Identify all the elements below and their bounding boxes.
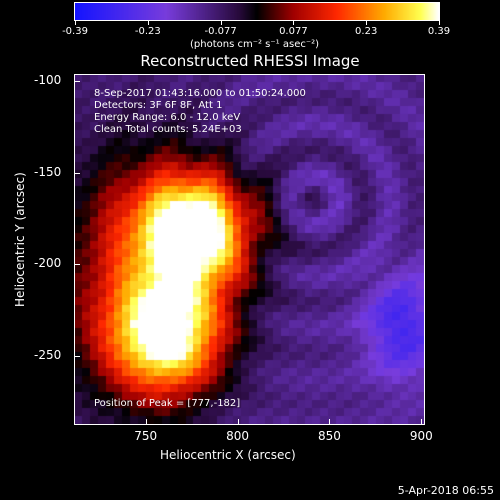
info-time-range: 8-Sep-2017 01:43:16.000 to 01:50:24.000: [94, 88, 306, 99]
colorbar: [74, 2, 440, 21]
info-block: 8-Sep-2017 01:43:16.000 to 01:50:24.000 …: [94, 88, 306, 136]
footer-date: 5-Apr-2018 06:55: [397, 484, 494, 497]
colorbar-tick-mark: [220, 20, 222, 25]
x-tick-mark: [237, 419, 239, 425]
y-tick-mark: [74, 172, 80, 174]
x-tick-label: 750: [134, 429, 158, 443]
colorbar-tick-label: 0.077: [279, 26, 308, 37]
x-tick-mark: [329, 419, 331, 425]
image-plot: [74, 74, 425, 425]
colorbar-tick-label: -0.23: [134, 26, 161, 37]
colorbar-tick-mark: [147, 20, 149, 25]
heatmap-image: [75, 75, 424, 424]
x-axis-title: Heliocentric X (arcsec): [160, 448, 296, 462]
colorbar-tick-mark: [75, 20, 76, 25]
colorbar-tick-mark: [366, 20, 368, 25]
info-counts: Clean Total counts: 5.24E+03: [94, 124, 242, 135]
x-tick-mark: [421, 419, 423, 425]
y-tick-mark: [74, 264, 80, 266]
y-axis-title: Heliocentric Y (arcsec): [13, 172, 27, 307]
colorbar-units: (photons cm⁻² s⁻¹ asec⁻²): [190, 39, 320, 50]
y-tick-label: -100: [34, 73, 62, 88]
y-tick-label: -250: [34, 347, 62, 362]
colorbar-tick-label: 0.39: [427, 26, 451, 37]
colorbar-tick-label: -0.39: [62, 26, 88, 37]
info-energy-range: Energy Range: 6.0 - 12.0 keV: [94, 112, 241, 123]
peak-position: Position of Peak = [777,-182]: [94, 398, 241, 409]
colorbar-tick-label: 0.23: [355, 26, 378, 37]
y-tick-label: -150: [34, 164, 62, 179]
y-tick-mark: [74, 81, 80, 83]
info-detectors: Detectors: 3F 6F 8F, Att 1: [94, 100, 223, 111]
colorbar-tick-mark: [439, 20, 440, 25]
x-tick-label: 800: [226, 429, 249, 443]
y-tick-mark: [74, 355, 80, 357]
plot-title: Reconstructed RHESSI Image: [140, 52, 360, 70]
y-tick-label: -200: [34, 256, 62, 271]
colorbar-tick-mark: [293, 20, 295, 25]
x-tick-label: 850: [317, 429, 341, 443]
x-tick-label: 900: [409, 429, 433, 443]
x-tick-mark: [145, 419, 147, 425]
colorbar-tick-label: -0.077: [204, 26, 237, 37]
